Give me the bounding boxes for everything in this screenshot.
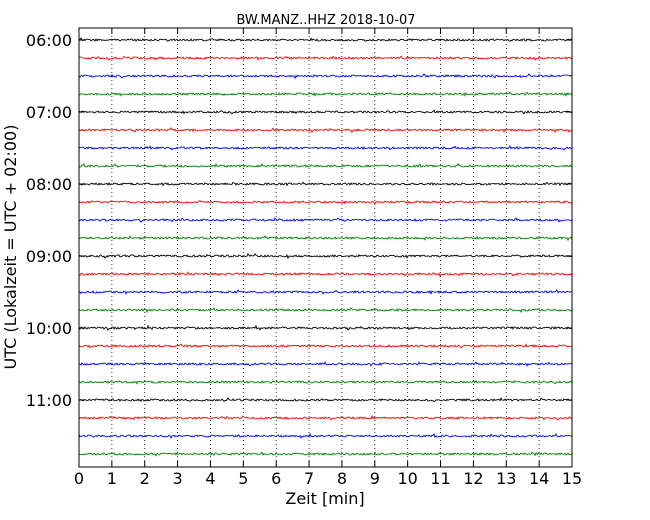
trace-15 [78, 307, 573, 314]
x-tick-label-7: 7 [304, 469, 314, 488]
x-tick-label-3: 3 [173, 469, 183, 488]
y-tick-label-1: 07:00 [26, 103, 72, 122]
x-tick-label-4: 4 [205, 469, 215, 488]
trace-20 [78, 397, 573, 403]
y-axis: 06:00 07:00 08:00 09:00 10:00 11:00 [26, 31, 572, 410]
x-tick-label-1: 1 [107, 469, 117, 488]
x-tick-label-11: 11 [430, 469, 450, 488]
trace-10 [78, 217, 573, 224]
trace-0 [78, 37, 573, 43]
trace-9 [78, 200, 573, 205]
x-tick-label-2: 2 [140, 469, 150, 488]
trace-17 [78, 343, 573, 349]
x-tick-label-6: 6 [271, 469, 281, 488]
y-tick-label-3: 09:00 [26, 247, 72, 266]
y-tick-label-4: 10:00 [26, 319, 72, 338]
trace-16 [78, 324, 573, 332]
trace-7 [78, 162, 573, 168]
trace-3 [78, 91, 573, 97]
trace-21 [78, 414, 573, 421]
x-tick-label-0: 0 [74, 469, 84, 488]
y-tick-label-0: 06:00 [26, 31, 72, 50]
trace-18 [78, 361, 573, 367]
trace-1 [78, 55, 573, 61]
x-tick-label-9: 9 [370, 469, 380, 488]
trace-2 [78, 73, 573, 80]
trace-12 [78, 252, 573, 260]
x-tick-label-12: 12 [463, 469, 483, 488]
trace-4 [78, 109, 573, 115]
trace-11 [78, 235, 573, 242]
x-axis-label: Zeit [min] [285, 489, 364, 508]
chart-title: BW.MANZ..HHZ 2018-10-07 [236, 13, 415, 28]
trace-13 [78, 271, 573, 278]
trace-23 [78, 451, 573, 457]
y-axis-label: UTC (Lokalzeit = UTC + 02:00) [1, 125, 20, 370]
x-tick-label-8: 8 [337, 469, 347, 488]
plot-frame [78, 27, 573, 468]
x-axis: 0 1 2 3 4 5 6 7 8 9 10 11 12 13 14 15 [74, 28, 582, 488]
trace-6 [78, 144, 573, 151]
trace-14 [78, 288, 573, 295]
x-tick-label-13: 13 [496, 469, 516, 488]
x-tick-label-5: 5 [238, 469, 248, 488]
trace-8 [78, 181, 573, 187]
trace-19 [78, 379, 573, 385]
trace-5 [78, 127, 573, 134]
x-tick-label-10: 10 [397, 469, 417, 488]
x-tick-label-15: 15 [562, 469, 582, 488]
y-tick-label-2: 08:00 [26, 175, 72, 194]
trace-22 [78, 432, 573, 440]
y-tick-label-5: 11:00 [26, 391, 72, 410]
x-tick-label-14: 14 [529, 469, 549, 488]
traces [78, 37, 573, 457]
